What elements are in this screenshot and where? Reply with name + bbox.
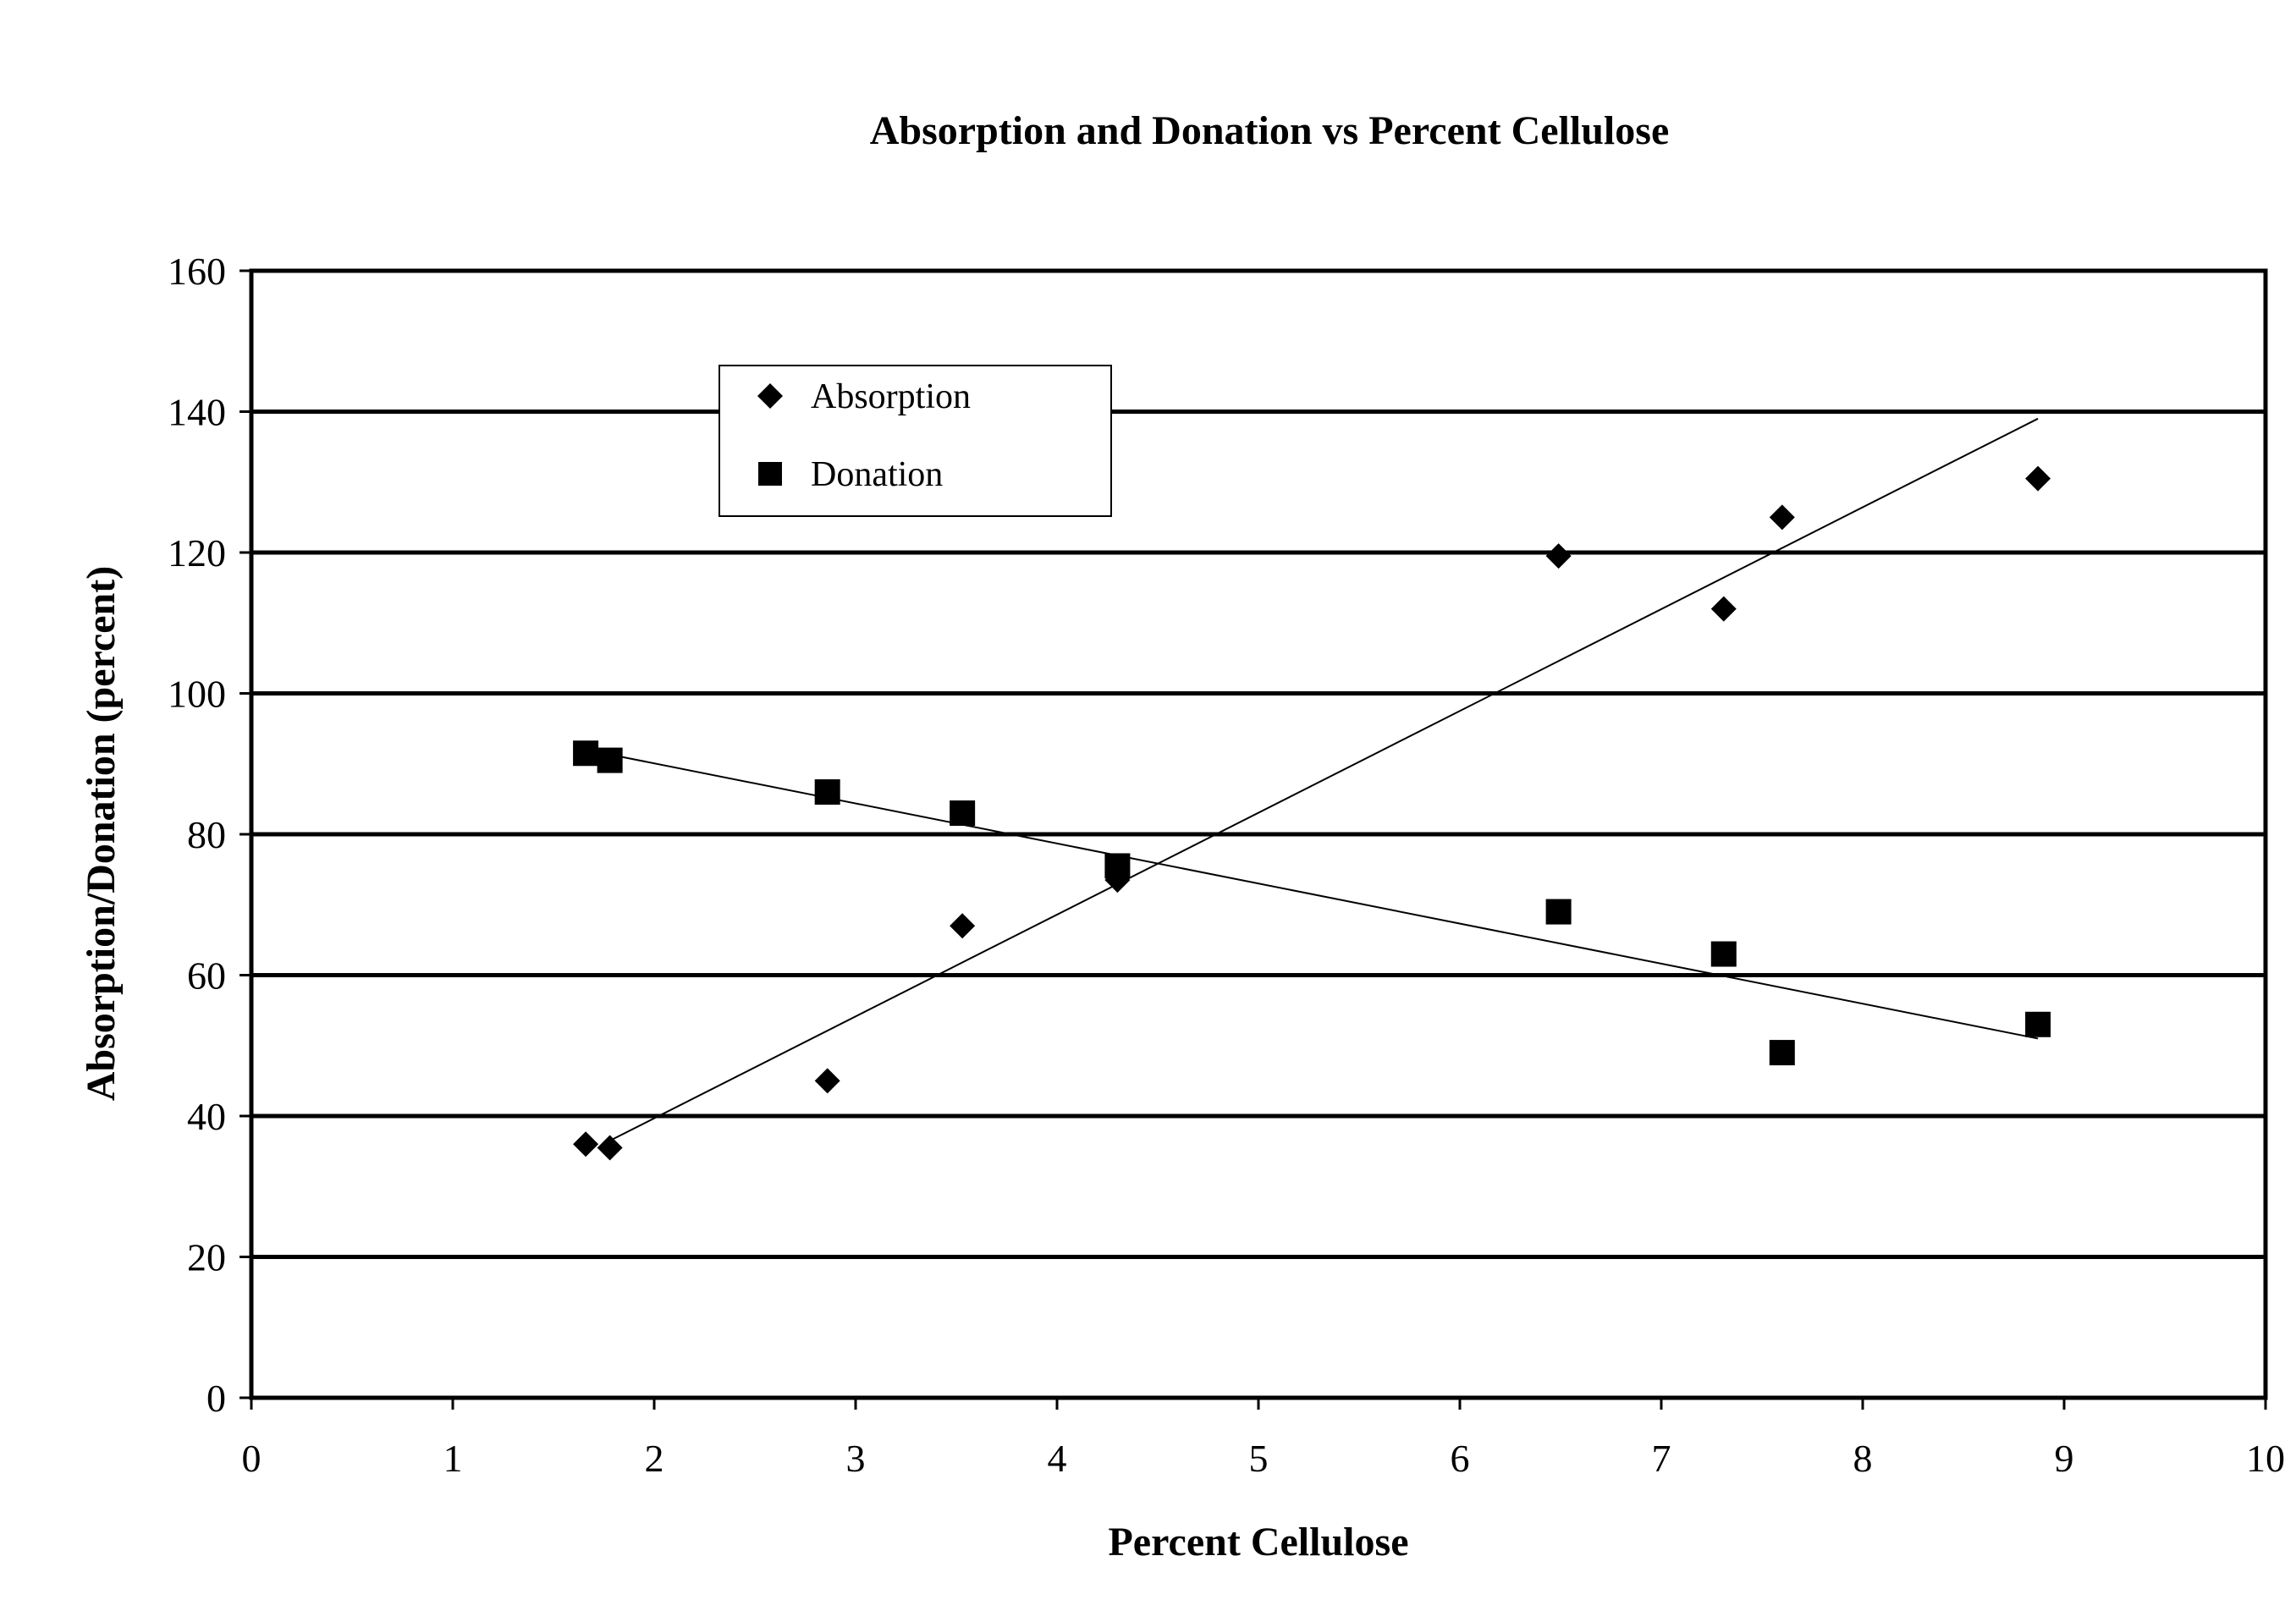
absorption-point [950,913,975,938]
donation-point [1711,942,1737,967]
x-tick-label: 9 [2055,1437,2074,1480]
donation-point [573,740,598,766]
donation-point [815,779,840,805]
x-tick-label: 5 [1249,1437,1269,1480]
donation-point [950,800,975,826]
x-tick-label: 8 [1853,1437,1873,1480]
legend: Absorption Donation [719,366,1111,516]
y-tick-label: 20 [187,1236,226,1279]
y-tick-label: 140 [168,391,226,434]
chart-title: Absorption and Donation vs Percent Cellu… [870,108,1670,153]
x-tick-label: 1 [443,1437,463,1480]
data-points [573,466,2051,1161]
donation-point [1770,1040,1795,1065]
trendlines [586,419,2038,1141]
absorption-point [1546,543,1572,569]
x-tick-label: 10 [2246,1437,2285,1480]
x-tick-label: 2 [645,1437,664,1480]
x-tick-label: 0 [242,1437,262,1480]
y-tick-label: 120 [168,531,226,575]
absorption-point [1711,597,1737,622]
donation-point [1546,899,1572,925]
donation-legend-label: Donation [811,455,943,494]
y-tick-label: 60 [187,954,226,998]
donation-trendline [586,750,2038,1038]
x-axis-title: Percent Cellulose [1108,1520,1408,1564]
absorption-point [815,1068,840,1093]
x-tick-label: 7 [1652,1437,1671,1480]
absorption-point [1770,504,1795,530]
donation-point [597,748,623,773]
y-tick-label: 160 [168,250,226,293]
y-tick-label: 80 [187,813,226,856]
y-tick-label: 40 [187,1095,226,1138]
y-tick-label: 100 [168,673,226,716]
axis-ticks: 0 20 40 60 80 100 120 140 160 0 1 2 3 4 5 6 7 8 9 10 [168,250,2285,1480]
absorption-point [573,1131,598,1157]
donation-legend-marker [758,462,782,486]
absorption-point [597,1135,623,1160]
absorption-point [2025,466,2051,492]
y-tick-label: 0 [206,1377,226,1420]
x-tick-label: 4 [1048,1437,1067,1480]
donation-point [2025,1012,2051,1037]
grid-lines [251,412,2266,1257]
x-tick-label: 3 [846,1437,866,1480]
donation-point [1104,853,1130,878]
x-tick-label: 6 [1451,1437,1470,1480]
absorption-legend-label: Absorption [811,377,971,416]
y-axis-title: Absorption/Donation (percent) [79,566,124,1101]
